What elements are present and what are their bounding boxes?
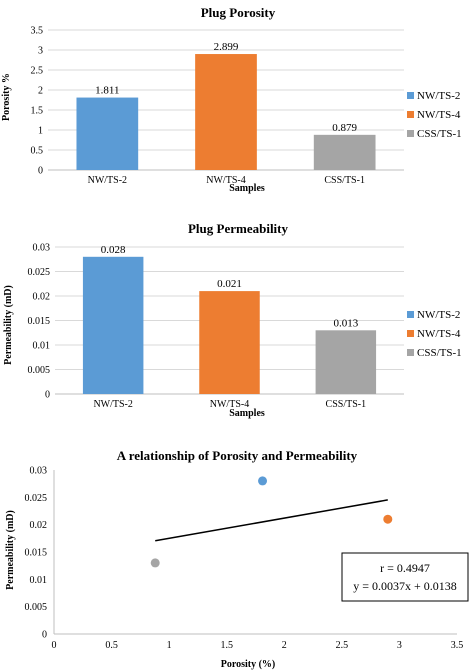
porosity-data-label: 2.899 xyxy=(214,41,239,53)
porosity-y-axis-label: Porosity % xyxy=(1,73,12,121)
porosity-bar-nw-ts-4 xyxy=(195,54,257,170)
relationship-chart-title: A relationship of Porosity and Permeabil… xyxy=(117,448,358,463)
scatter-point-nw-ts-4 xyxy=(383,514,393,524)
porosity-chart-title: Plug Porosity xyxy=(201,5,276,20)
porosity-legend-swatch xyxy=(407,92,414,99)
porosity-y-tick-label: 2 xyxy=(38,86,43,97)
porosity-legend-swatch xyxy=(407,111,414,118)
permeability-y-tick-label: 0.01 xyxy=(33,341,51,352)
porosity-y-tick-label: 1 xyxy=(38,126,43,137)
trendline xyxy=(155,499,388,542)
porosity-legend-swatch xyxy=(407,130,414,137)
relationship-x-tick-label: 0.5 xyxy=(105,640,118,651)
permeability-bar-nw-ts-4 xyxy=(199,291,260,394)
relationship-x-axis-label: Porosity (%) xyxy=(221,659,276,670)
permeability-data-labels: 0.028 0.021 0.013 xyxy=(101,244,359,329)
porosity-y-tick-label: 0 xyxy=(38,166,43,177)
porosity-x-tick-label: NW/TS-4 xyxy=(206,175,245,186)
relationship-axes xyxy=(53,470,457,635)
permeability-y-tick-label: 0 xyxy=(45,390,50,401)
relationship-chart: A relationship of Porosity and Permeabil… xyxy=(5,448,469,670)
porosity-data-label: 1.811 xyxy=(95,85,119,97)
permeability-y-tick-label: 0.03 xyxy=(33,243,51,254)
permeability-legend-label: NW/TS-2 xyxy=(417,309,460,321)
permeability-legend: NW/TS-2 NW/TS-4 CSS/TS-1 xyxy=(407,309,462,359)
permeability-y-tick-label: 0.025 xyxy=(28,267,51,278)
permeability-x-tick-label: NW/TS-2 xyxy=(93,399,132,410)
relationship-x-ticks: 0 0.5 1 1.5 2 2.5 3 3.5 xyxy=(52,640,464,651)
porosity-bar-nw-ts-2 xyxy=(76,97,139,170)
permeability-data-label: 0.021 xyxy=(217,278,242,290)
permeability-chart-title: Plug Permeability xyxy=(188,221,289,236)
permeability-bars xyxy=(82,256,377,394)
permeability-x-tick-label: CSS/TS-1 xyxy=(326,399,367,410)
r-value-label: r = 0.4947 xyxy=(380,561,430,575)
relationship-x-tick-label: 0 xyxy=(52,640,57,651)
porosity-y-ticks: 0 0.5 1 1.5 2 2.5 3 3.5 xyxy=(31,26,44,177)
permeability-y-tick-label: 0.005 xyxy=(28,365,51,376)
relationship-x-tick-label: 2.5 xyxy=(336,640,349,651)
permeability-data-label: 0.013 xyxy=(333,317,358,329)
permeability-legend-swatch xyxy=(407,349,414,356)
permeability-chart: Plug Permeability 0 0.005 0.01 0.015 0.02 0.0… xyxy=(3,221,462,419)
porosity-y-tick-label: 2.5 xyxy=(31,66,44,77)
permeability-legend-label: CSS/TS-1 xyxy=(417,347,462,359)
porosity-x-ticks: NW/TS-2 NW/TS-4 CSS/TS-1 xyxy=(88,175,365,186)
permeability-x-tick-label: NW/TS-4 xyxy=(210,399,249,410)
permeability-bar-css-ts-1 xyxy=(315,330,377,394)
regression-equation-label: y = 0.0037x + 0.0138 xyxy=(353,579,457,593)
equation-box: r = 0.4947 y = 0.0037x + 0.0138 xyxy=(341,552,469,602)
relationship-x-tick-label: 3 xyxy=(397,640,402,651)
permeability-data-label: 0.028 xyxy=(101,244,126,256)
relationship-x-tick-label: 2 xyxy=(282,640,287,651)
relationship-x-tick-label: 1.5 xyxy=(220,640,233,651)
permeability-y-tick-label: 0.015 xyxy=(28,316,51,327)
permeability-legend-swatch xyxy=(407,330,414,337)
relationship-y-ticks: 0 0.005 0.01 0.015 0.02 0.025 0.03 xyxy=(25,466,48,641)
porosity-x-tick-label: NW/TS-2 xyxy=(88,175,127,186)
permeability-x-ticks: NW/TS-2 NW/TS-4 CSS/TS-1 xyxy=(93,399,366,410)
permeability-y-tick-label: 0.02 xyxy=(33,292,51,303)
relationship-y-tick-label: 0.03 xyxy=(30,466,48,477)
porosity-y-tick-label: 1.5 xyxy=(31,106,44,117)
relationship-trendline xyxy=(155,499,388,542)
permeability-y-axis-label: Permeability (mD) xyxy=(3,285,14,365)
equation-box-frame xyxy=(341,552,469,602)
permeability-legend-label: NW/TS-4 xyxy=(417,328,461,340)
porosity-legend-label: NW/TS-4 xyxy=(417,109,461,121)
porosity-chart: Plug Porosity 0 0.5 1 1.5 2 2.5 3 3.5 1.811 2.89… xyxy=(1,5,462,194)
relationship-y-tick-label: 0.025 xyxy=(25,493,48,504)
relationship-x-tick-label: 3.5 xyxy=(451,640,464,651)
porosity-data-label: 0.879 xyxy=(332,122,357,134)
porosity-x-tick-label: CSS/TS-1 xyxy=(324,175,365,186)
porosity-y-tick-label: 3.5 xyxy=(31,26,44,37)
relationship-y-tick-label: 0.015 xyxy=(25,548,48,559)
porosity-legend: NW/TS-2 NW/TS-4 CSS/TS-1 xyxy=(407,90,462,140)
scatter-point-css-ts-1 xyxy=(150,558,160,568)
porosity-y-tick-label: 3 xyxy=(38,46,43,57)
relationship-points xyxy=(150,476,393,568)
permeability-y-ticks: 0 0.005 0.01 0.015 0.02 0.025 0.03 xyxy=(28,243,51,401)
porosity-x-axis-label: Samples xyxy=(229,183,265,194)
porosity-bar-css-ts-1 xyxy=(313,134,376,170)
relationship-y-tick-label: 0.02 xyxy=(30,520,48,531)
relationship-y-tick-label: 0.005 xyxy=(25,602,48,613)
relationship-y-axis-label: Permeability (mD) xyxy=(5,510,16,590)
permeability-legend-swatch xyxy=(407,311,414,318)
porosity-bars xyxy=(76,54,376,170)
porosity-data-labels: 1.811 2.899 0.879 xyxy=(95,41,357,134)
scatter-point-nw-ts-2 xyxy=(258,476,268,486)
permeability-bar-nw-ts-2 xyxy=(82,256,144,394)
porosity-legend-label: NW/TS-2 xyxy=(417,90,460,102)
porosity-legend-label: CSS/TS-1 xyxy=(417,128,462,140)
porosity-y-tick-label: 0.5 xyxy=(31,146,44,157)
permeability-x-axis-label: Samples xyxy=(229,408,265,419)
relationship-y-tick-label: 0 xyxy=(42,630,47,641)
relationship-x-tick-label: 1 xyxy=(167,640,172,651)
relationship-y-tick-label: 0.01 xyxy=(30,575,48,586)
